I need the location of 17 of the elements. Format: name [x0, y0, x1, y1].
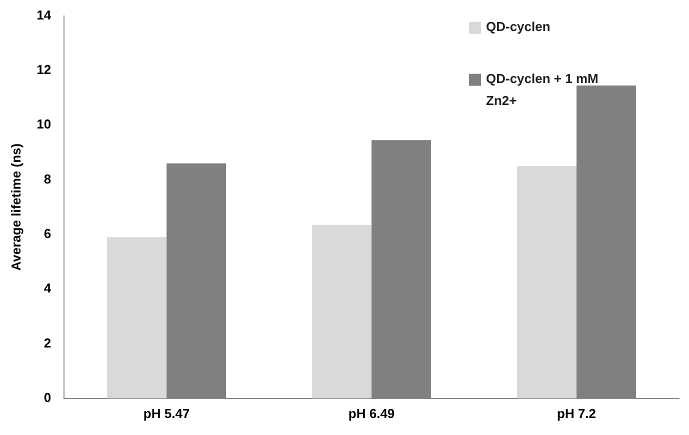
- y-tick-label: 14: [36, 7, 52, 22]
- y-tick-label: 8: [44, 171, 52, 186]
- y-tick-label: 4: [44, 280, 52, 296]
- x-tick-label: pH 7.2: [557, 406, 596, 421]
- bar: [107, 237, 167, 398]
- y-tick-label: 12: [36, 62, 52, 78]
- y-tick-label: 2: [44, 335, 52, 350]
- y-axis-title: Average lifetime (ns): [8, 143, 24, 271]
- bar: [517, 166, 577, 398]
- x-tick-label: pH 6.49: [348, 406, 395, 421]
- y-tick-label: 0: [44, 390, 52, 405]
- bar: [312, 224, 372, 398]
- legend-label: QD-cyclen + 1 mM Zn2+: [486, 70, 598, 108]
- legend-label: QD-cyclen: [486, 18, 550, 34]
- x-tick-label: pH 5.47: [143, 406, 190, 421]
- y-tick-label: 10: [36, 116, 52, 132]
- y-tick-label: 6: [44, 226, 52, 242]
